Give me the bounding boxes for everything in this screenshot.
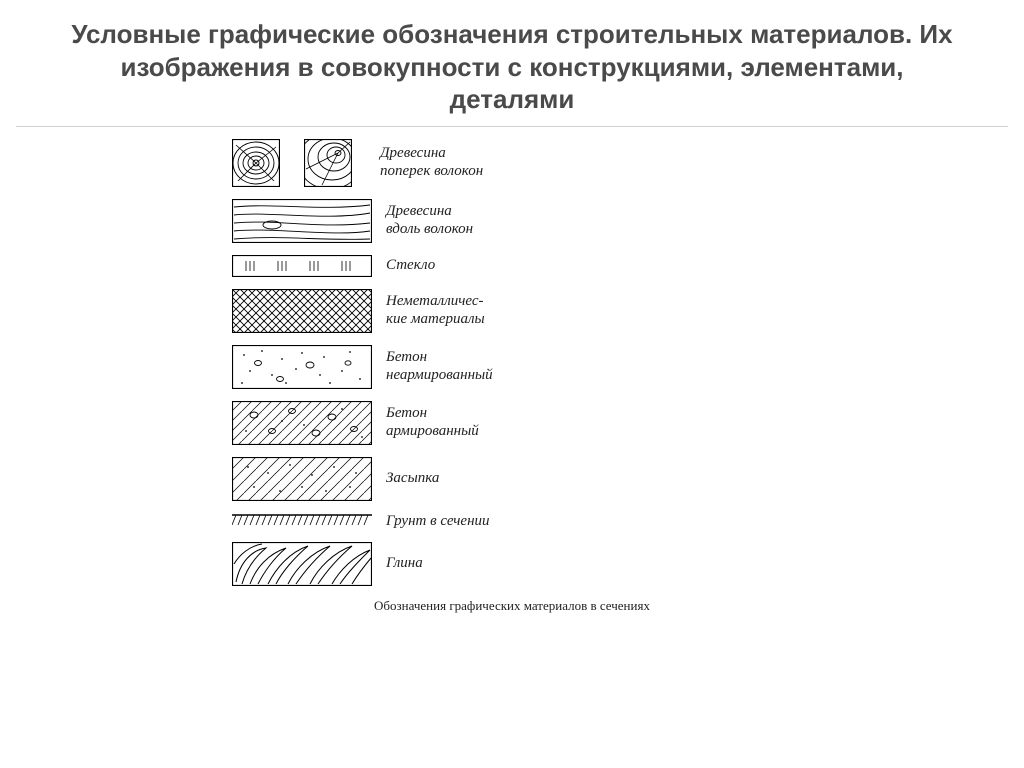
wood-cross-swatch-a: [232, 139, 280, 187]
legend-row-wood-long: Древесина вдоль волокон: [232, 199, 792, 243]
legend-row-concrete-reinforced: Бетон армированный: [232, 401, 792, 445]
legend-row-wood-cross: Древесина поперек волокон: [232, 139, 792, 187]
clay-swatch: [232, 542, 372, 586]
glass-swatch: [232, 255, 372, 277]
soil-swatch: [232, 513, 372, 529]
legend-row-concrete-plain: Бетон неармированный: [232, 345, 792, 389]
legend-row-glass: Стекло: [232, 255, 792, 277]
wood-long-swatch: [232, 199, 372, 243]
concrete-plain-swatch: [232, 345, 372, 389]
legend-label: Древесина поперек волокон: [380, 145, 483, 180]
legend-label: Глина: [386, 555, 423, 572]
legend-label: Бетон неармированный: [386, 349, 493, 384]
legend-label: Грунт в сечении: [386, 513, 490, 530]
legend-row-fill: Засыпка: [232, 457, 792, 501]
legend-label: Древесина вдоль волокон: [386, 203, 473, 238]
page-title: Условные графические обозначения строите…: [60, 18, 964, 116]
legend-label: Неметалличес- кие материалы: [386, 293, 485, 328]
wood-cross-swatch-pair: [232, 139, 366, 187]
fill-swatch: [232, 457, 372, 501]
legend-label: Стекло: [386, 257, 435, 274]
figure-caption: Обозначения графических материалов в сеч…: [232, 598, 792, 614]
wood-cross-swatch-b: [304, 139, 352, 187]
nonmetal-swatch: [232, 289, 372, 333]
legend-row-nonmetal: Неметалличес- кие материалы: [232, 289, 792, 333]
divider: [16, 126, 1008, 127]
concrete-reinforced-swatch: [232, 401, 372, 445]
legend-label: Засыпка: [386, 470, 439, 487]
legend-row-soil: Грунт в сечении: [232, 513, 792, 530]
page-root: Условные графические обозначения строите…: [0, 0, 1024, 768]
material-legend: Древесина поперек волокон Древесина вдол…: [232, 139, 792, 614]
legend-row-clay: Глина: [232, 542, 792, 586]
legend-label: Бетон армированный: [386, 405, 479, 440]
